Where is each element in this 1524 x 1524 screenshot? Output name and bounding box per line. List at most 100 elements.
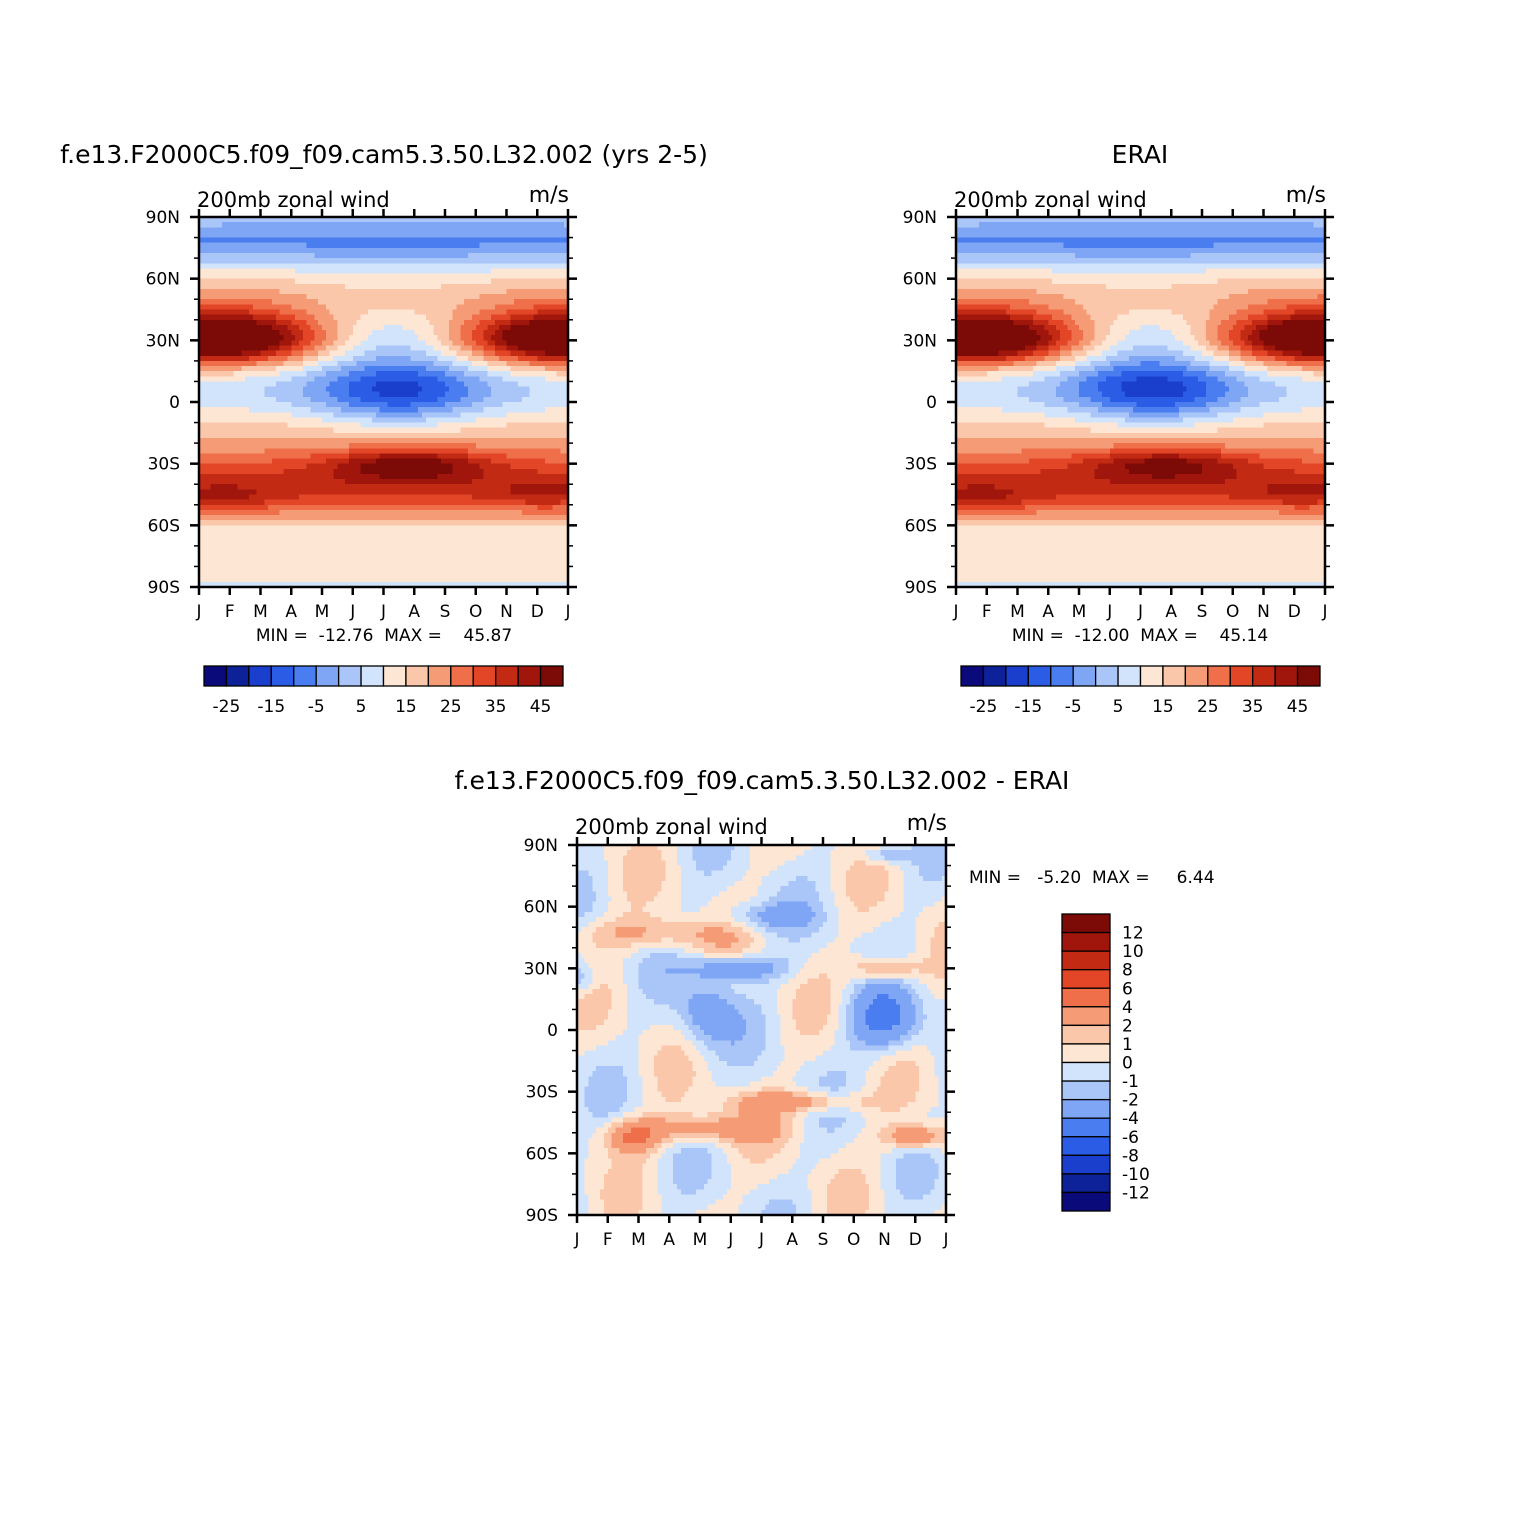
model-contour-cell [314, 284, 318, 290]
model-contour-cell [483, 356, 487, 362]
model-contour-cell [334, 397, 338, 403]
model-contour-cell [549, 299, 553, 305]
model-contour-cell [337, 299, 341, 305]
model-contour-cell [507, 330, 511, 336]
model-contour-cell [491, 315, 495, 321]
model-contour-cell [364, 428, 368, 434]
model-contour-cell [514, 361, 518, 367]
model-contour-cell [445, 279, 449, 285]
model-contour-cell [291, 397, 295, 403]
model-contour-cell [295, 464, 299, 470]
model-contour-cell [560, 397, 564, 403]
model-contour-cell [337, 289, 341, 295]
model-contour-cell [480, 397, 484, 403]
model-contour-cell [518, 453, 522, 459]
model-contour-cell [376, 345, 380, 351]
model-contour-cell [460, 402, 464, 408]
model-contour-cell [245, 263, 249, 269]
model-contour-cell [276, 381, 280, 387]
model-contour-cell [407, 279, 411, 285]
model-contour-cell [268, 397, 272, 403]
model-contour-cell [349, 345, 353, 351]
model-contour-cell [399, 248, 403, 254]
model-contour-cell [203, 330, 207, 336]
model-contour-cell [503, 361, 507, 367]
model-contour-cell [253, 407, 257, 413]
model-contour-cell [560, 294, 564, 300]
model-contour-cell [533, 299, 537, 305]
model-contour-cell [241, 268, 245, 274]
model-contour-cell [353, 253, 357, 259]
model-contour-cell [418, 417, 422, 423]
model-contour-cell [341, 304, 345, 310]
model-contour-cell [453, 423, 457, 429]
model-contour-cell [537, 423, 541, 429]
model-contour-cell [426, 464, 430, 470]
model-contour-cell [414, 248, 418, 254]
model-contour-cell [287, 479, 291, 485]
model-contour-cell [553, 443, 557, 449]
model-contour-cell [560, 356, 564, 362]
model-contour-cell [349, 412, 353, 418]
model-contour-cell [310, 304, 314, 310]
model-contour-cell [449, 438, 453, 444]
model-contour-cell [272, 417, 276, 423]
model-contour-cell [322, 351, 326, 357]
model-contour-cell [387, 474, 391, 480]
model-contour-cell [384, 320, 388, 326]
model-contour-cell [387, 407, 391, 413]
model-contour-cell [341, 351, 345, 357]
model-contour-cell [449, 356, 453, 362]
model-contour-cell [399, 459, 403, 465]
model-contour-cell [276, 320, 280, 326]
model-contour-cell [418, 453, 422, 459]
model-contour-cell [322, 315, 326, 321]
model-contour-cell [237, 294, 241, 300]
model-contour-cell [410, 407, 414, 413]
model-contour-cell [549, 407, 553, 413]
model-contour-cell [261, 402, 265, 408]
model-contour-cell [299, 232, 303, 238]
model-contour-cell [556, 248, 560, 254]
model-contour-cell [541, 381, 545, 387]
model-contour-cell [472, 412, 476, 418]
model-contour-cell [276, 479, 280, 485]
model-contour-cell [264, 289, 268, 295]
model-contour-cell [441, 263, 445, 269]
model-contour-cell [472, 433, 476, 439]
model-contour-cell [334, 407, 338, 413]
model-contour-cell [372, 387, 376, 393]
model-contour-cell [457, 474, 461, 480]
model-contour-cell [299, 284, 303, 290]
model-contour-cell [203, 232, 207, 238]
model-contour-cell [214, 376, 218, 382]
model-contour-cell [510, 299, 514, 305]
model-contour-cell [222, 438, 226, 444]
model-contour-cell [372, 464, 376, 470]
model-contour-cell [314, 417, 318, 423]
model-contour-cell [280, 248, 284, 254]
model-contour-cell [518, 361, 522, 367]
model-contour-cell [284, 325, 288, 331]
model-contour-cell [422, 325, 426, 331]
model-contour-cell [407, 371, 411, 377]
model-contour-cell [261, 397, 265, 403]
model-contour-cell [203, 448, 207, 454]
model-contour-cell [299, 243, 303, 249]
model-contour-cell [245, 464, 249, 470]
model-contour-cell [299, 315, 303, 321]
model-contour-cell [407, 263, 411, 269]
model-contour-cell [214, 345, 218, 351]
model-contour-cell [211, 263, 215, 269]
model-contour-cell [349, 376, 353, 382]
model-contour-cell [295, 325, 299, 331]
model-contour-cell [556, 361, 560, 367]
model-contour-cell [364, 412, 368, 418]
model-contour-cell [453, 294, 457, 300]
model-contour-cell [414, 315, 418, 321]
model-contour-cell [403, 304, 407, 310]
model-contour-cell [337, 268, 341, 274]
model-contour-cell [422, 423, 426, 429]
model-contour-cell [514, 392, 518, 398]
model-contour-cell [499, 407, 503, 413]
